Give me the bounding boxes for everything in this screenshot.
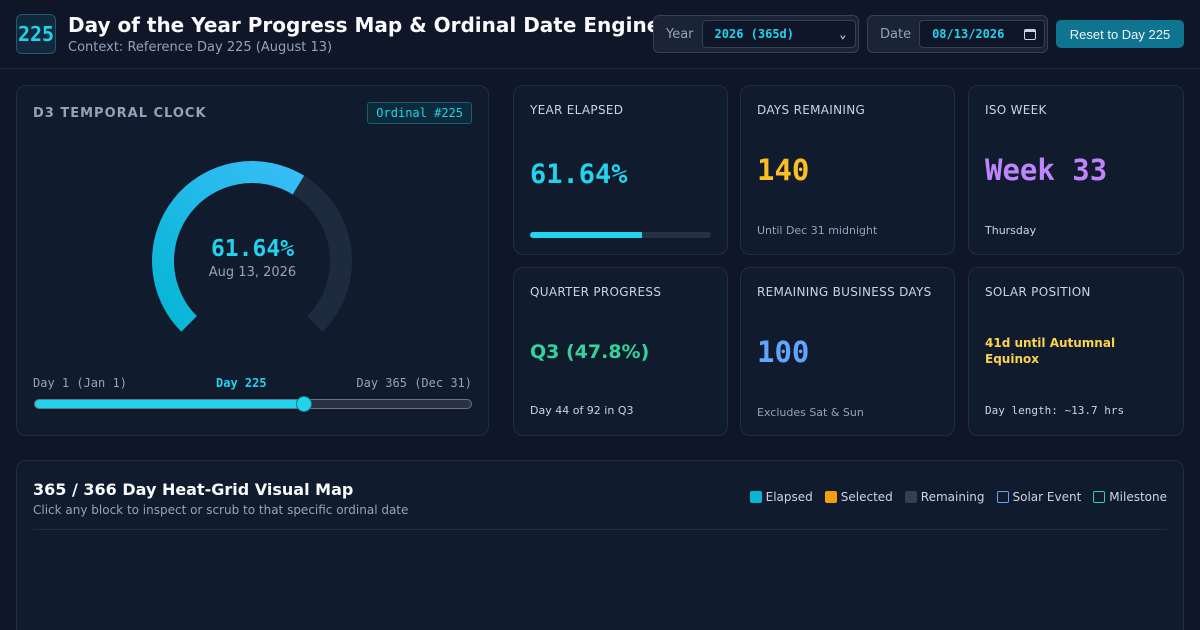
days-remaining-card: DAYS REMAINING 140 Until Dec 31 midnight [740, 85, 955, 255]
year-select[interactable]: 2026 (365d) ⌄ [701, 20, 856, 48]
heat-grid-legend: Elapsed Selected Remaining Solar Event M… [749, 490, 1167, 504]
page-subtitle: Context: Reference Day 225 (August 13) [68, 40, 333, 55]
page-title: Day of the Year Progress Map & Ordinal D… [68, 13, 661, 37]
quarter-progress-foot: Day 44 of 92 in Q3 [530, 404, 634, 417]
date-label: Date [880, 26, 912, 42]
solar-position-card: SOLAR POSITION 41d until Autumnal Equino… [968, 267, 1184, 436]
heat-grid-divider [33, 529, 1167, 530]
gauge-percent: 61.64% [210, 236, 295, 262]
date-control: Date 08/13/2026 [867, 15, 1048, 53]
year-label: Year [666, 26, 694, 42]
legend-swatch [996, 491, 1009, 503]
iso-week-value: Week 33 [985, 153, 1108, 187]
business-days-card: REMAINING BUSINESS DAYS 100 Excludes Sat… [740, 267, 955, 436]
heat-grid-title: 365 / 366 Day Heat-Grid Visual Map [33, 480, 354, 499]
business-days-label: REMAINING BUSINESS DAYS [757, 285, 932, 299]
iso-week-card: ISO WEEK Week 33 Thursday [968, 85, 1184, 255]
quarter-progress-card: QUARTER PROGRESS Q3 (47.8%) Day 44 of 92… [513, 267, 728, 436]
date-input-value: 08/13/2026 [932, 27, 1005, 41]
legend-swatch [1093, 491, 1106, 503]
iso-week-foot: Thursday [985, 224, 1037, 237]
solar-position-value: 41d until Autumnal Equinox [985, 336, 1116, 366]
day-logo: 225 [16, 14, 56, 54]
legend-item: Selected [824, 490, 893, 504]
legend-swatch [824, 491, 837, 503]
legend-item: Remaining [904, 490, 985, 504]
solar-position-label: SOLAR POSITION [985, 285, 1091, 299]
days-remaining-foot: Until Dec 31 midnight [757, 224, 878, 237]
year-select-value: 2026 (365d) [714, 27, 795, 41]
heat-grid-card: 365 / 366 Day Heat-Grid Visual Map Click… [16, 460, 1184, 630]
gauge-fill [152, 161, 305, 332]
quarter-progress-value: Q3 (47.8%) [530, 341, 650, 363]
gauge-date: Aug 13, 2026 [208, 265, 297, 280]
legend-label: Milestone [1109, 490, 1167, 504]
year-elapsed-value: 61.64% [530, 159, 628, 190]
quarter-progress-label: QUARTER PROGRESS [530, 285, 662, 299]
year-elapsed-label: YEAR ELAPSED [530, 103, 624, 117]
clock-title: D3 TEMPORAL CLOCK [33, 106, 207, 121]
business-days-value: 100 [757, 335, 810, 369]
legend-item: Elapsed [749, 490, 813, 504]
calendar-icon[interactable] [1024, 28, 1037, 40]
solar-position-foot: Day length: ~13.7 hrs [985, 404, 1125, 417]
scale-end-label: Day 365 (Dec 31) [356, 376, 472, 390]
app-header: 225 Day of the Year Progress Map & Ordin… [0, 0, 1200, 69]
legend-label: Remaining [920, 490, 985, 504]
year-elapsed-bar [530, 232, 711, 238]
days-remaining-value: 140 [757, 153, 810, 187]
day-slider-track[interactable] [34, 399, 472, 409]
year-elapsed-bar-fill [530, 232, 642, 238]
legend-label: Solar Event [1012, 490, 1082, 504]
year-control: Year 2026 (365d) ⌄ [653, 15, 859, 53]
legend-item: Solar Event [996, 490, 1082, 504]
progress-gauge [152, 161, 352, 332]
legend-swatch [904, 491, 917, 503]
legend-item: Milestone [1093, 490, 1167, 504]
iso-week-label: ISO WEEK [985, 103, 1047, 117]
scale-current-label: Day 225 [216, 376, 267, 390]
legend-swatch [749, 491, 762, 503]
reset-button[interactable]: Reset to Day 225 [1056, 20, 1184, 48]
day-slider-fill [35, 400, 304, 408]
date-input[interactable]: 08/13/2026 [919, 20, 1046, 48]
ordinal-badge: Ordinal #225 [367, 102, 472, 124]
days-remaining-label: DAYS REMAINING [757, 103, 866, 117]
temporal-clock-card: D3 TEMPORAL CLOCK Ordinal #225 61.64% Au… [16, 85, 489, 436]
business-days-foot: Excludes Sat & Sun [757, 406, 864, 419]
scale-start-label: Day 1 (Jan 1) [33, 376, 127, 390]
chevron-down-icon: ⌄ [839, 27, 847, 41]
heat-grid-subtitle: Click any block to inspect or scrub to t… [33, 503, 409, 517]
legend-label: Elapsed [765, 490, 813, 504]
day-slider-thumb[interactable] [295, 396, 312, 412]
year-elapsed-card: YEAR ELAPSED 61.64% [513, 85, 728, 255]
legend-label: Selected [840, 490, 893, 504]
